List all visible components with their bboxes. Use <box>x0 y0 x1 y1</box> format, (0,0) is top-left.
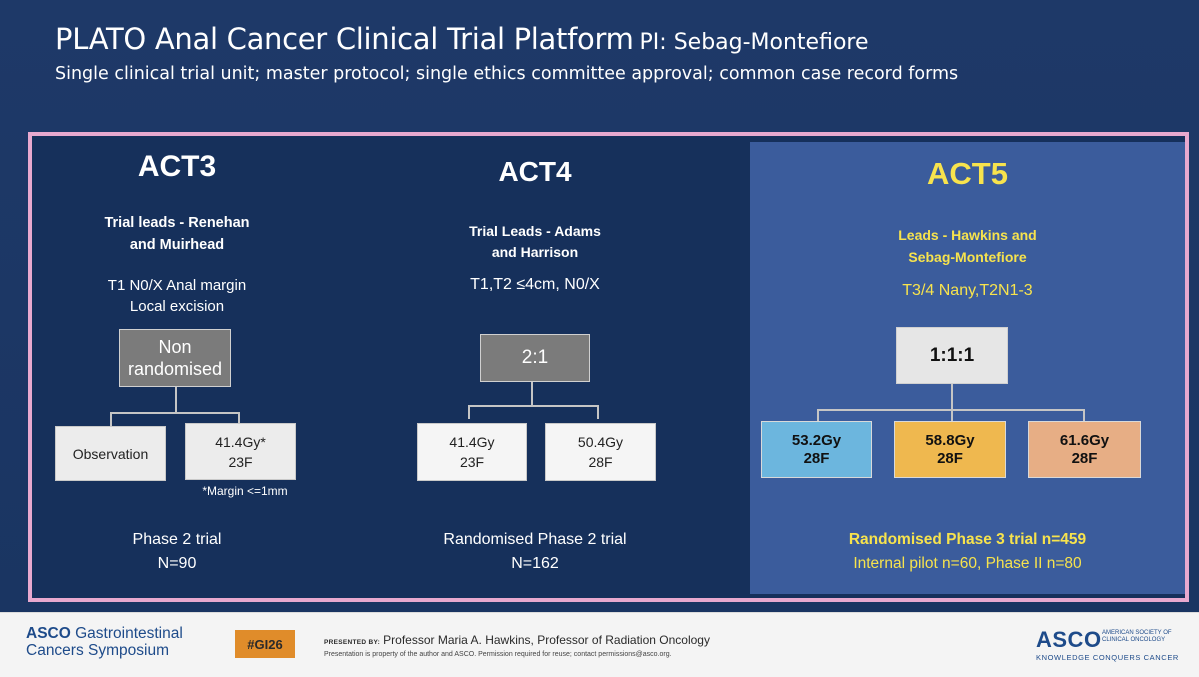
presenter-line: PRESENTED BY: Professor Maria A. Hawkins,… <box>324 631 710 649</box>
act5-criteria: T3/4 Nany,T2N1-3 <box>902 282 1033 299</box>
act3-criteria-line1: T1 N0/X Anal margin <box>107 277 247 294</box>
act3-allocation-box: Non randomised <box>119 329 231 387</box>
act3-column: ACT3 Trial leads - Renehan and Muirhead … <box>32 136 322 598</box>
act4-tree-left <box>468 405 470 419</box>
act3-lead-line1: Trial leads - Renehan <box>104 215 250 231</box>
act5-arm2-fractions: 28F <box>937 449 963 467</box>
act5-tree-stem <box>951 384 953 410</box>
act3-arm-observation: Observation <box>55 426 166 481</box>
presented-by-label: PRESENTED BY: <box>324 639 381 646</box>
act5-lead-line1: Leads - Hawkins and <box>898 227 1037 243</box>
act3-arm1-label: Observation <box>72 445 149 462</box>
act5-tree-middle <box>951 409 953 421</box>
symposium-brand: ASCO <box>26 625 71 642</box>
act5-arm2-dose: 58.8Gy <box>925 431 975 449</box>
act5-allocation-box: 1:1:1 <box>896 327 1008 384</box>
act3-lead-line2: and Muirhead <box>129 237 225 253</box>
act4-tree-stem <box>531 382 533 406</box>
act5-arm3-dose: 61.6Gy <box>1059 431 1110 449</box>
act4-phase: Randomised Phase 2 trial <box>443 531 627 548</box>
act5-allocation: 1:1:1 <box>929 344 975 366</box>
trials-frame: ACT3 Trial leads - Renehan and Muirhead … <box>28 132 1189 602</box>
act4-lead-line2: and Harrison <box>491 244 579 260</box>
act3-n: N=90 <box>157 555 197 572</box>
act5-tree-right <box>1083 409 1085 421</box>
title-pi: PI: Sebag-Montefiore <box>639 30 869 55</box>
act3-title: ACT3 <box>137 150 217 183</box>
act5-title: ACT5 <box>927 156 1008 191</box>
hashtag-badge: #GI26 <box>235 630 295 658</box>
act5-arm-1: 53.2Gy 28F <box>761 421 872 478</box>
act5-pilot: Internal pilot n=60, Phase II n=80 <box>853 555 1082 572</box>
act4-arm2-dose: 50.4Gy <box>577 434 624 450</box>
act3-tree-bar <box>110 412 240 414</box>
slide-subtitle: Single clinical trial unit; master proto… <box>55 64 959 84</box>
act5-arm-3: 61.6Gy 28F <box>1028 421 1141 478</box>
footer-bar: ASCO Gastrointestinal Cancers Symposium … <box>0 612 1199 677</box>
asco-logo-text: ASCO <box>1036 627 1102 652</box>
asco-tagline: KNOWLEDGE CONQUERS CANCER <box>1036 653 1179 662</box>
act5-tree-left <box>817 409 819 421</box>
act5-arm1-fractions: 28F <box>803 449 830 467</box>
act5-panel: ACT5 Leads - Hawkins and Sebag-Montefior… <box>750 142 1185 594</box>
act4-title: ACT4 <box>498 156 572 187</box>
symposium-line2: Cancers Symposium <box>26 642 169 659</box>
act4-column: ACT4 Trial Leads - Adams and Harrison T1… <box>322 136 748 598</box>
act4-tree-bar <box>468 405 599 407</box>
symposium-logo: ASCO Gastrointestinal Cancers Symposium <box>26 625 183 659</box>
act3-tree-stem <box>175 387 177 413</box>
symposium-line1: Gastrointestinal <box>75 625 183 642</box>
act4-criteria: T1,T2 ≤4cm, N0/X <box>470 276 600 293</box>
act4-arm1-dose: 41.4Gy <box>449 434 495 450</box>
act4-allocation: 2:1 <box>521 347 549 368</box>
act3-footnote: *Margin <=1mm <box>202 484 288 498</box>
act4-arm2-fractions: 28F <box>588 454 613 470</box>
act5-arm1-dose: 53.2Gy <box>791 431 842 449</box>
act5-lead-line2: Sebag-Montefiore <box>908 249 1027 265</box>
act3-arm2-fractions: 23F <box>228 453 253 470</box>
act4-arm1-fractions: 23F <box>459 454 485 470</box>
act3-arm2-dose: 41.4Gy* <box>215 433 266 450</box>
act3-arm-radiotherapy: 41.4Gy* 23F <box>185 423 296 480</box>
act5-arm3-fractions: 28F <box>1071 449 1098 467</box>
act3-criteria-line2: Local excision <box>129 298 225 315</box>
act3-allocation-line2: randomised <box>127 359 223 379</box>
act4-arm-2: 50.4Gy 28F <box>545 423 656 481</box>
slide-title: PLATO Anal Cancer Clinical Trial Platfor… <box>55 22 869 56</box>
copyright-notice: Presentation is property of the author a… <box>324 651 672 658</box>
asco-logo: ASCO AMERICAN SOCIETY OF CLINICAL ONCOLO… <box>1036 627 1178 662</box>
title-main: PLATO Anal Cancer Clinical Trial Platfor… <box>55 22 634 56</box>
act3-allocation-line1: Non <box>158 337 192 357</box>
asco-logo-subtext: AMERICAN SOCIETY OF CLINICAL ONCOLOGY <box>1102 630 1172 643</box>
act3-phase: Phase 2 trial <box>132 531 222 548</box>
act4-arm-1: 41.4Gy 23F <box>417 423 527 481</box>
act4-lead-line1: Trial Leads - Adams <box>469 223 601 239</box>
presenter-name: Professor Maria A. Hawkins, Professor of… <box>383 633 710 647</box>
act5-phase: Randomised Phase 3 trial n=459 <box>848 531 1087 548</box>
act3-tree-left <box>110 412 112 426</box>
act4-allocation-box: 2:1 <box>480 334 590 382</box>
act3-tree-right <box>238 412 240 426</box>
act4-n: N=162 <box>511 555 559 572</box>
act5-arm-2: 58.8Gy 28F <box>894 421 1006 478</box>
act4-tree-right <box>597 405 599 419</box>
